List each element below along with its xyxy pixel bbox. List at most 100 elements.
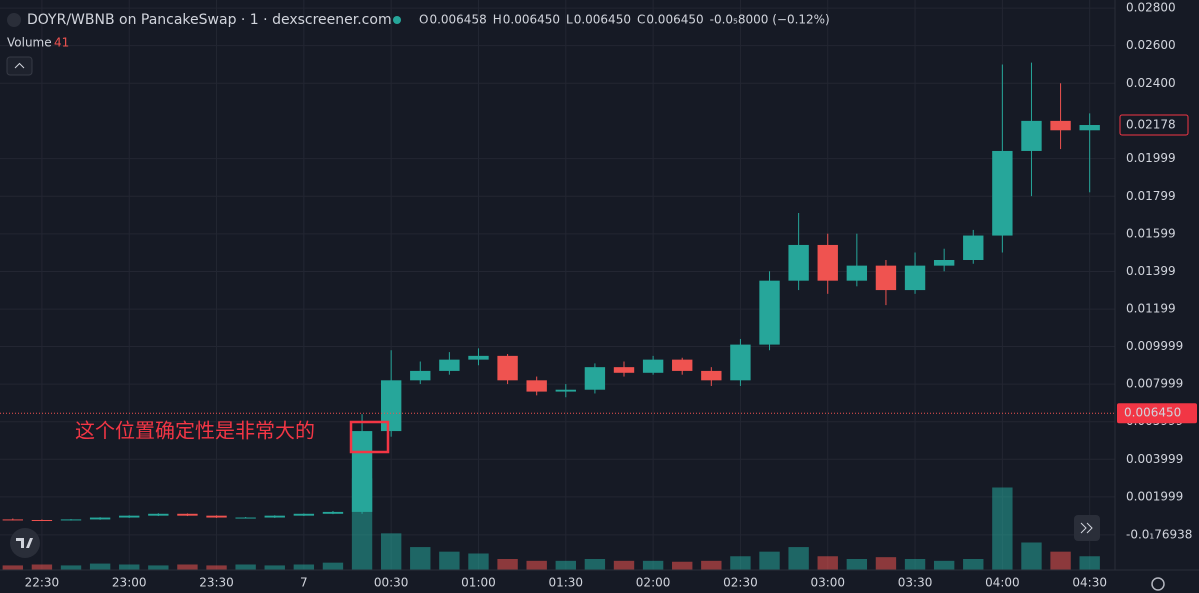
volume-bar xyxy=(788,547,809,570)
settings-button[interactable] xyxy=(1151,577,1165,591)
volume-bar xyxy=(89,563,111,570)
volume-bar xyxy=(555,560,576,570)
volume-bar xyxy=(904,559,926,570)
y-tick-label: 0.007999 xyxy=(1126,377,1183,391)
x-tick-label: 01:00 xyxy=(461,576,496,590)
candle-body xyxy=(380,380,402,432)
candle-body xyxy=(468,355,489,360)
candle-body xyxy=(846,265,868,281)
ohlc-legend: O 0.006458 H 0.006450 L 0.006450 C 0.006450 -0.0… xyxy=(419,13,830,27)
volume-bars xyxy=(2,478,1100,570)
y-tick-label: -0.0₁76938 xyxy=(1126,527,1192,541)
candle-body xyxy=(584,367,606,390)
collapse-button[interactable] xyxy=(6,56,33,76)
volume-bar xyxy=(380,533,402,570)
candle-body xyxy=(1021,120,1042,151)
candle-body xyxy=(235,517,256,519)
x-tick-label: 23:00 xyxy=(112,576,147,590)
ohlc-value: 0.006450 xyxy=(503,13,560,27)
y-tick-label: 0.01999 xyxy=(1126,151,1176,165)
volume-bar xyxy=(235,564,256,570)
y-tick-label: 0.01599 xyxy=(1126,226,1176,240)
volume-bar xyxy=(439,551,460,570)
change-label: -0.0₅8000 (−0.12%) xyxy=(710,13,830,27)
candle-body xyxy=(672,359,693,371)
ohlc-name: L xyxy=(566,13,573,27)
volume-bar xyxy=(613,560,635,570)
x-tick-label: 02:00 xyxy=(636,576,671,590)
volume-bar xyxy=(206,565,227,570)
volume-bar xyxy=(410,547,431,570)
ohlc-value: 0.006450 xyxy=(574,13,631,27)
candle-body xyxy=(730,344,751,381)
candle-body xyxy=(526,380,547,392)
candle-body xyxy=(701,370,722,381)
volume-bar xyxy=(60,565,82,570)
token-icon xyxy=(7,13,21,27)
scroll-icon xyxy=(1080,522,1093,534)
x-tick-label: 7 xyxy=(300,576,308,590)
x-tick-label: 04:30 xyxy=(1072,576,1107,590)
candle-body xyxy=(555,389,576,392)
volume-value: 41 xyxy=(54,36,69,50)
candle-body xyxy=(963,235,984,260)
volume-bar xyxy=(1050,551,1071,570)
volume-bar xyxy=(119,564,140,570)
y-tick-label: 0.01799 xyxy=(1126,189,1176,203)
candle-body xyxy=(322,511,344,514)
volume-bar xyxy=(2,565,23,570)
candle-body xyxy=(1079,125,1100,131)
last-price-tag xyxy=(1117,403,1197,424)
logo-mark xyxy=(16,538,33,548)
candle-body xyxy=(206,515,227,518)
candle-body xyxy=(992,150,1013,236)
x-tick-label: 03:00 xyxy=(810,576,845,590)
volume-bar xyxy=(322,562,344,570)
candle-body xyxy=(410,370,431,381)
volume-name: Volume xyxy=(7,36,52,50)
volume-bar xyxy=(759,551,780,570)
volume-bar xyxy=(730,556,751,570)
annotation: 这个位置确定性是非常大的 xyxy=(75,419,315,443)
ohlc-name: C xyxy=(637,13,645,27)
x-tick-label: 22:30 xyxy=(25,576,60,590)
candle-body xyxy=(1050,120,1071,131)
candle-body xyxy=(31,519,53,521)
candle-body xyxy=(817,244,838,281)
volume-bar xyxy=(933,560,955,570)
chart-title: DOYR/WBNB on PancakeSwap · 1 · dexscreen… xyxy=(27,12,392,28)
volume-bar xyxy=(992,487,1013,570)
volume-bar xyxy=(468,553,489,570)
volume-bar xyxy=(293,564,315,570)
candle-body xyxy=(293,513,315,516)
x-tick-label: 03:30 xyxy=(898,576,933,590)
ohlc-name: H xyxy=(493,13,502,27)
candle-body xyxy=(177,513,198,516)
candle-body xyxy=(788,244,809,281)
candle-body xyxy=(439,359,460,371)
status-dot xyxy=(393,16,401,24)
candle-body xyxy=(904,265,926,291)
y-tick-label: 0.003999 xyxy=(1126,452,1183,466)
candles xyxy=(2,62,1100,521)
x-tick-label: 02:30 xyxy=(723,576,758,590)
candle-body xyxy=(613,367,635,373)
annotation-box xyxy=(349,420,390,454)
volume-bar xyxy=(701,560,722,570)
volume-bar xyxy=(1079,556,1100,570)
scroll-right-button[interactable] xyxy=(1074,515,1100,541)
tradingview-logo[interactable] xyxy=(10,528,40,558)
volume-bar xyxy=(846,559,868,570)
x-tick-label: 23:30 xyxy=(199,576,234,590)
y-tick-label: 0.02800 xyxy=(1126,1,1176,15)
volume-bar xyxy=(963,559,984,570)
volume-bar xyxy=(817,556,838,570)
volume-bar xyxy=(177,564,198,570)
volume-bar xyxy=(1021,542,1042,570)
y-tick-label: 0.02600 xyxy=(1126,38,1176,52)
x-tick-label: 00:30 xyxy=(374,576,409,590)
ohlc-value: 0.006458 xyxy=(429,13,486,27)
